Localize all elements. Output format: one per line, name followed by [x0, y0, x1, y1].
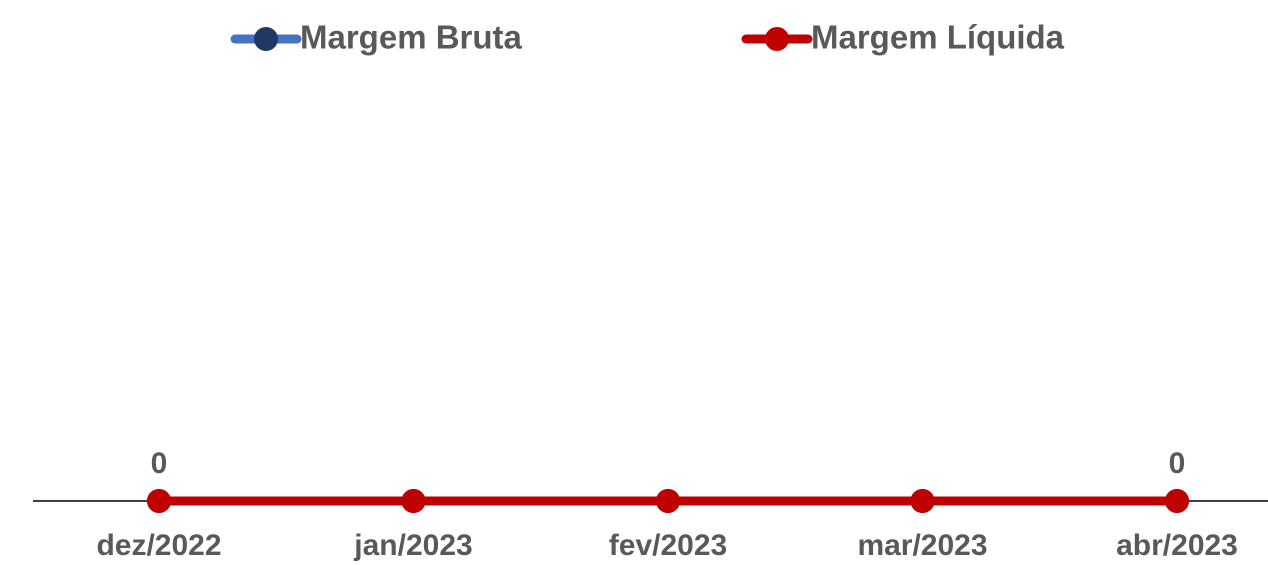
data-label: 0: [151, 447, 168, 480]
x-tick-label: fev/2023: [609, 529, 727, 562]
x-tick-label: abr/2023: [1116, 529, 1238, 562]
x-tick-label: dez/2022: [96, 529, 221, 562]
legend-label: Margem Líquida: [811, 19, 1065, 56]
series-marker: [401, 489, 426, 513]
series-marker: [656, 489, 680, 513]
legend-marker: [254, 27, 278, 51]
legend-marker: [765, 27, 789, 51]
series-marker: [1165, 489, 1189, 513]
legend-label: Margem Bruta: [300, 19, 523, 56]
data-label: 0: [1169, 447, 1186, 480]
series-marker: [910, 489, 935, 513]
x-tick-label: jan/2023: [353, 529, 472, 562]
x-tick-label: mar/2023: [857, 529, 987, 562]
series-marker: [147, 489, 171, 513]
